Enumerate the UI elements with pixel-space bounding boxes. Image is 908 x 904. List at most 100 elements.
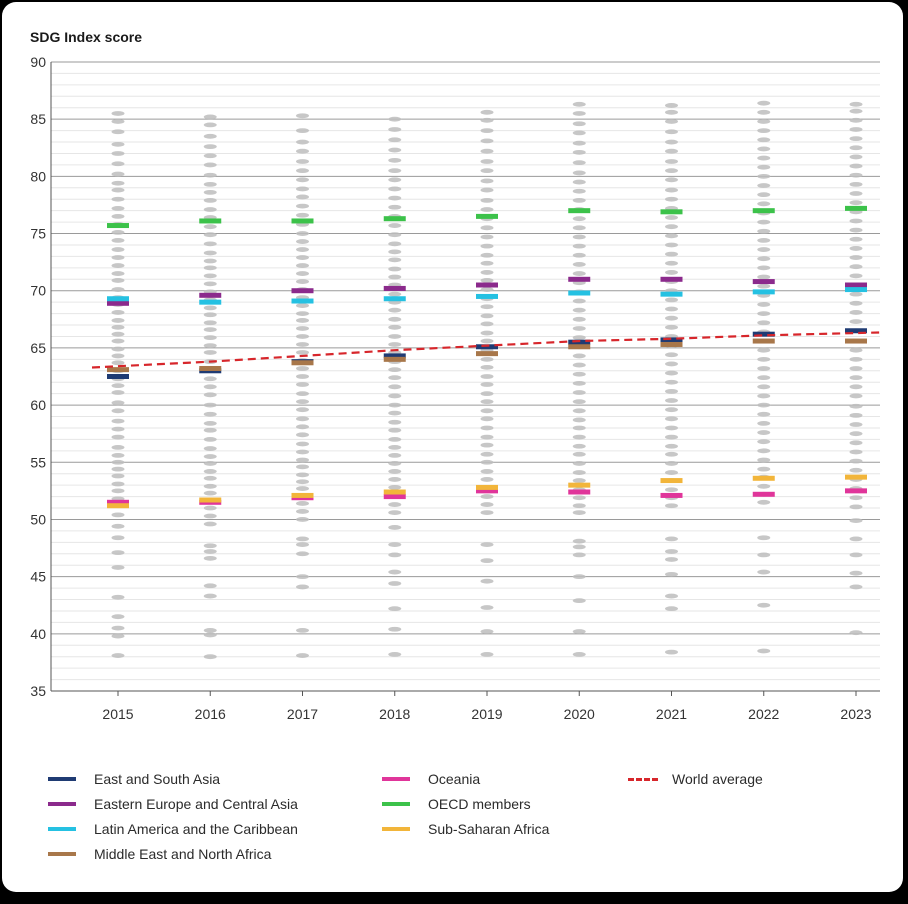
country-dot: [388, 626, 402, 632]
country-dot: [388, 334, 402, 339]
country-dot: [480, 494, 494, 499]
country-dot: [111, 196, 125, 202]
region-mark: [199, 218, 222, 224]
country-dot: [480, 187, 494, 193]
country-dot: [480, 178, 494, 184]
country-dot: [111, 353, 125, 359]
country-dot: [849, 536, 863, 542]
region-mark: [199, 497, 222, 503]
country-dot: [388, 147, 402, 153]
region-mark: [291, 360, 314, 366]
country-dot: [480, 225, 494, 231]
country-dot: [111, 263, 125, 268]
country-dot: [296, 517, 309, 522]
country-dot: [480, 542, 494, 548]
country-dot: [665, 129, 678, 135]
country-dot: [572, 408, 586, 414]
country-dot: [296, 424, 309, 430]
country-dot: [111, 459, 125, 465]
country-dot: [665, 177, 678, 183]
region-mark: [752, 491, 775, 497]
country-dot: [111, 625, 125, 631]
country-dot: [849, 172, 863, 178]
country-dot: [111, 408, 125, 414]
country-dot: [572, 197, 586, 203]
region-mark: [107, 499, 129, 505]
country-dot: [572, 598, 586, 604]
region-mark: [291, 218, 314, 224]
country-dot: [757, 192, 771, 198]
country-dot: [849, 127, 863, 132]
country-dot: [572, 335, 586, 341]
country-dot: [111, 205, 125, 211]
country-dot: [111, 151, 125, 156]
region-mark: [752, 475, 775, 481]
country-dot: [665, 379, 678, 385]
country-dot: [757, 164, 771, 170]
country-dot: [757, 238, 771, 243]
region-mark: [660, 209, 683, 215]
country-dot: [572, 443, 586, 449]
y-tick-label: 80: [30, 168, 46, 184]
country-dot: [480, 330, 494, 336]
country-dot: [296, 366, 309, 371]
country-dot: [480, 510, 494, 515]
country-dot: [111, 383, 125, 389]
country-dot: [849, 319, 863, 325]
country-dot: [665, 593, 678, 599]
country-dot: [757, 201, 771, 207]
country-dot: [388, 232, 402, 238]
country-dot: [849, 347, 863, 353]
country-dot: [388, 186, 402, 192]
country-dot: [388, 402, 402, 408]
country-dot: [665, 119, 678, 124]
country-dot: [296, 464, 309, 470]
country-dot: [480, 278, 494, 283]
country-dot: [296, 551, 309, 557]
country-dot: [849, 154, 863, 160]
country-dot: [665, 434, 678, 440]
chart-card: 35 40 45 50 55 60 65 70 75 80 85 90 2015 2016 2017 2018…: [2, 2, 903, 892]
country-dot: [203, 320, 217, 326]
region-mark: [845, 287, 867, 293]
country-dot: [388, 307, 402, 313]
country-dot: [203, 189, 217, 195]
country-dot: [296, 416, 309, 422]
country-dot: [665, 109, 678, 115]
country-dot: [296, 212, 309, 218]
country-dot: [203, 543, 217, 549]
country-dot: [480, 391, 494, 397]
country-dot: [296, 255, 309, 260]
country-dot: [665, 196, 678, 202]
country-dot: [388, 419, 402, 425]
country-dot: [757, 347, 771, 353]
region-mark: [383, 285, 406, 291]
country-dot: [572, 140, 586, 146]
country-dot: [111, 346, 125, 352]
country-dot: [757, 569, 771, 575]
country-dot: [572, 478, 586, 483]
country-dot: [665, 315, 678, 321]
country-dot: [388, 393, 402, 399]
region-mark: [568, 344, 591, 350]
country-dot: [480, 382, 494, 387]
country-dot: [849, 375, 863, 381]
country-dot: [757, 219, 771, 225]
country-dot: [111, 473, 125, 479]
country-dot: [296, 186, 309, 192]
country-dot: [111, 390, 125, 395]
country-dot: [203, 343, 217, 349]
region-mark: [383, 296, 406, 302]
country-dot: [296, 432, 309, 438]
country-dot: [388, 445, 402, 450]
country-dot: [111, 535, 125, 541]
country-dot: [757, 602, 771, 608]
region-mark: [568, 339, 591, 345]
country-dot: [203, 250, 217, 256]
country-dot: [296, 407, 309, 413]
country-dot: [572, 371, 586, 377]
country-dot: [296, 342, 309, 347]
country-dot: [757, 119, 771, 124]
country-dot: [296, 479, 309, 485]
region-mark: [752, 279, 775, 285]
